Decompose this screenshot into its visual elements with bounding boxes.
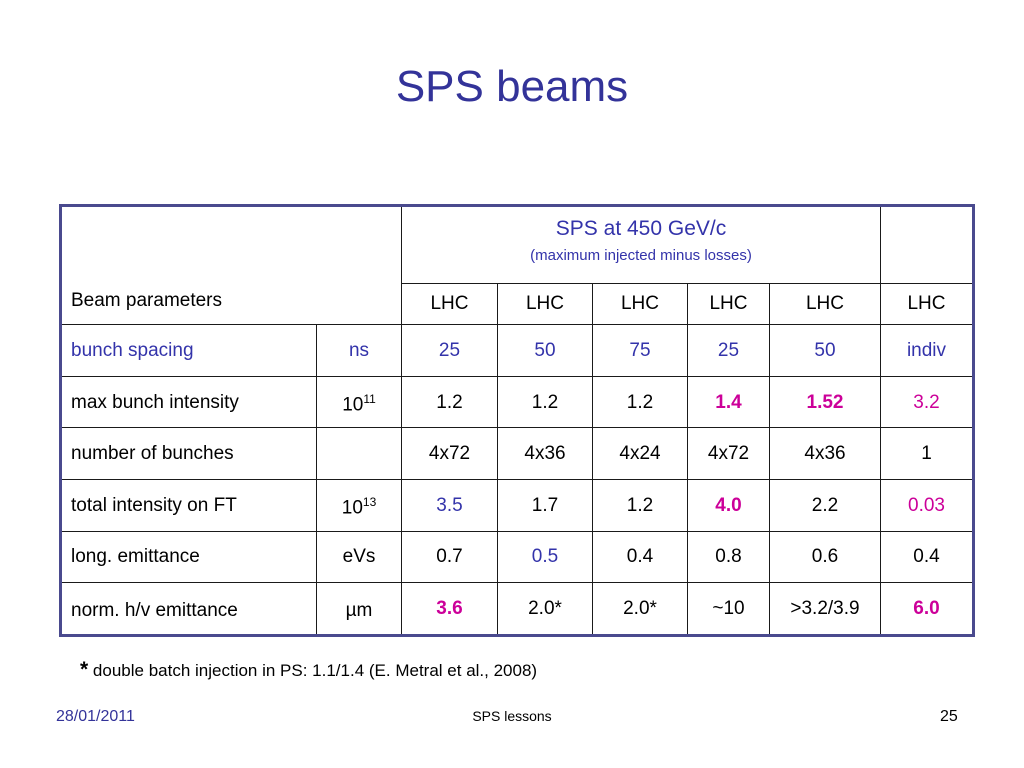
unit-cell: 1011 <box>316 376 402 428</box>
value-cell: 4x24 <box>592 427 688 480</box>
value-cell: 0.6 <box>769 531 881 583</box>
value-cell: 4x72 <box>687 427 770 480</box>
value-cell: 2.0* <box>592 582 688 636</box>
value-cell: 25 <box>401 324 498 377</box>
beam-type-cell: LHC <box>880 283 974 325</box>
value-cell: 4.0 <box>687 479 770 532</box>
value-cell: 6.0 <box>880 582 974 636</box>
value-cell: 1.52 <box>769 376 881 428</box>
value-cell: 1.7 <box>497 479 593 532</box>
value-cell: ~10 <box>687 582 770 636</box>
unit-cell: µm <box>316 582 402 636</box>
value-cell: 25 <box>687 324 770 377</box>
value-cell: indiv <box>880 324 974 377</box>
value-cell: 2.2 <box>769 479 881 532</box>
beam-type-cell: LHC <box>769 283 881 325</box>
value-cell: 1 <box>880 427 974 480</box>
value-cell: 4x36 <box>769 427 881 480</box>
value-cell: 3.6 <box>401 582 498 636</box>
param-label: max bunch intensity <box>60 376 317 428</box>
value-cell: 0.4 <box>880 531 974 583</box>
footnote: * double batch injection in PS: 1.1/1.4 … <box>80 658 537 682</box>
param-label: long. emittance <box>60 531 317 583</box>
table-row: number of bunches 4x72 4x36 4x24 4x72 4x… <box>60 427 974 480</box>
value-cell: 3.5 <box>401 479 498 532</box>
value-cell: 0.8 <box>687 531 770 583</box>
value-cell: 2.0* <box>497 582 593 636</box>
param-label: bunch spacing <box>60 324 317 377</box>
value-cell: 0.7 <box>401 531 498 583</box>
unit-cell <box>316 427 402 480</box>
table-row: norm. h/v emittance µm 3.6 2.0* 2.0* ~10… <box>60 582 974 636</box>
value-cell: 1.2 <box>401 376 498 428</box>
beam-type-cell: LHC <box>401 283 498 325</box>
footer-title: SPS lessons <box>472 708 552 724</box>
value-cell: 0.03 <box>880 479 974 532</box>
unit-cell: eVs <box>316 531 402 583</box>
beam-parameters-table: Beam parameters SPS at 450 GeV/c (maximu… <box>59 204 975 637</box>
value-cell: 75 <box>592 324 688 377</box>
sps-title: SPS at 450 GeV/c <box>555 217 727 240</box>
unit-cell: ns <box>316 324 402 377</box>
value-cell: 0.5 <box>497 531 593 583</box>
value-cell: 1.2 <box>592 479 688 532</box>
footnote-text: double batch injection in PS: 1.1/1.4 (E… <box>92 661 538 680</box>
beam-type-cell: LHC <box>497 283 593 325</box>
footnote-marker: * <box>80 658 89 681</box>
value-cell: 50 <box>769 324 881 377</box>
table-row: total intensity on FT 1013 3.5 1.7 1.2 4… <box>60 479 974 532</box>
footer-date: 28/01/2011 <box>56 708 135 725</box>
value-cell: >3.2/3.9 <box>769 582 881 636</box>
slide-title: SPS beams <box>395 62 629 111</box>
unit-cell: 1013 <box>316 479 402 532</box>
value-cell: 4x72 <box>401 427 498 480</box>
beam-type-cell: LHC <box>592 283 688 325</box>
value-cell: 0.4 <box>592 531 688 583</box>
value-cell: 1.2 <box>592 376 688 428</box>
value-cell: 50 <box>497 324 593 377</box>
value-cell: 4x36 <box>497 427 593 480</box>
value-cell: 1.4 <box>687 376 770 428</box>
page-number: 25 <box>940 708 958 725</box>
value-cell: 3.2 <box>880 376 974 428</box>
table-row: max bunch intensity 1011 1.2 1.2 1.2 1.4… <box>60 376 974 428</box>
param-label: norm. h/v emittance <box>60 582 317 636</box>
beam-parameters-header: Beam parameters <box>60 205 402 325</box>
sps-header: SPS at 450 GeV/c (maximum injected minus… <box>401 205 881 284</box>
table-row: long. emittance eVs 0.7 0.5 0.4 0.8 0.6 … <box>60 531 974 583</box>
table-row: bunch spacing ns 25 50 75 25 50 indiv <box>60 324 974 377</box>
sps-subtitle: (maximum injected minus losses) <box>530 247 752 264</box>
param-label: total intensity on FT <box>60 479 317 532</box>
beam-type-cell: LHC <box>687 283 770 325</box>
param-label: number of bunches <box>60 427 317 480</box>
value-cell: 1.2 <box>497 376 593 428</box>
beam-type-row: LHC LHC LHC LHC LHC LHC <box>61 283 974 325</box>
empty-header-cell <box>880 205 974 284</box>
